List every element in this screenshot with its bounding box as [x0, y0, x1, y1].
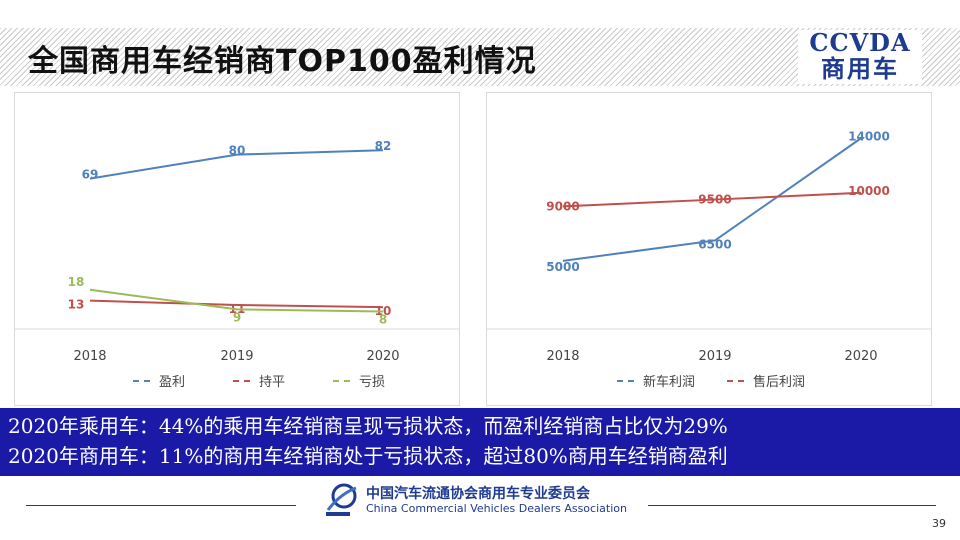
data-label: 10000 — [848, 184, 890, 198]
data-label: 5000 — [546, 260, 579, 274]
profit-share-chart: 2018 2019 2020 69 80 82 13 11 10 18 9 8 盈利 持平 亏损 — [14, 92, 460, 406]
page-number: 39 — [932, 517, 946, 530]
footer-divider-left — [26, 505, 296, 506]
legend-label: 持平 — [259, 375, 285, 390]
series-line-1 — [89, 299, 384, 309]
series-line-0 — [89, 149, 384, 180]
summary-line-2: 2020年商用车：11%的商用车经销商处于亏损状态，超过80%商用车经销商盈利 — [8, 444, 728, 468]
series-line-1 — [562, 191, 862, 208]
summary-box: 2020年乘用车：44%的乘用车经销商呈现亏损状态，而盈利经销商占比仅为29% … — [0, 408, 960, 476]
data-label: 9500 — [698, 193, 731, 207]
data-label: 18 — [68, 275, 85, 289]
x-tick-label: 2019 — [220, 349, 253, 364]
ccvda-logo: CCVDA 商用车 — [798, 30, 922, 84]
legend-label: 亏损 — [359, 375, 385, 390]
data-label: 14000 — [848, 129, 890, 143]
x-tick-label: 2018 — [73, 349, 106, 364]
data-label: 82 — [375, 139, 392, 153]
page-title: 全国商用车经销商TOP100盈利情况 — [28, 44, 537, 79]
legend-label: 新车利润 — [643, 374, 695, 390]
data-label: 8 — [379, 313, 387, 327]
legend-label: 售后利润 — [753, 374, 805, 390]
profit-amount-chart: 2018 2019 2020 5000 6500 14000 9000 9500 10000 新车… — [486, 92, 932, 406]
footer-org-name-en: China Commercial Vehicles Dealers Associ… — [366, 502, 627, 515]
series-line-0 — [562, 137, 862, 262]
x-tick-label: 2018 — [546, 349, 579, 364]
legend-label: 盈利 — [159, 375, 185, 390]
summary-line-1: 2020年乘用车：44%的乘用车经销商呈现亏损状态，而盈利经销商占比仅为29% — [8, 414, 728, 438]
data-label: 13 — [68, 298, 85, 312]
logo-text-line2: 商用车 — [821, 54, 899, 83]
ccda-emblem-icon — [326, 483, 357, 516]
data-label: 69 — [82, 168, 99, 182]
data-label: 9 — [233, 310, 241, 324]
x-tick-label: 2020 — [844, 349, 877, 364]
profit-amount-chart-svg: 2018 2019 2020 5000 6500 14000 9000 9500 10000 新车… — [487, 129, 931, 390]
series-line-2 — [89, 288, 384, 313]
data-label: 6500 — [698, 237, 731, 251]
x-tick-label: 2019 — [698, 349, 731, 364]
data-label: 9000 — [546, 199, 579, 213]
data-label: 80 — [229, 144, 246, 158]
logo-text-line1: CCVDA — [809, 28, 911, 57]
x-tick-label: 2020 — [366, 349, 399, 364]
footer-org-name-cn: 中国汽车流通协会商用车专业委员会 — [366, 486, 590, 502]
footer-divider-right — [648, 505, 936, 506]
